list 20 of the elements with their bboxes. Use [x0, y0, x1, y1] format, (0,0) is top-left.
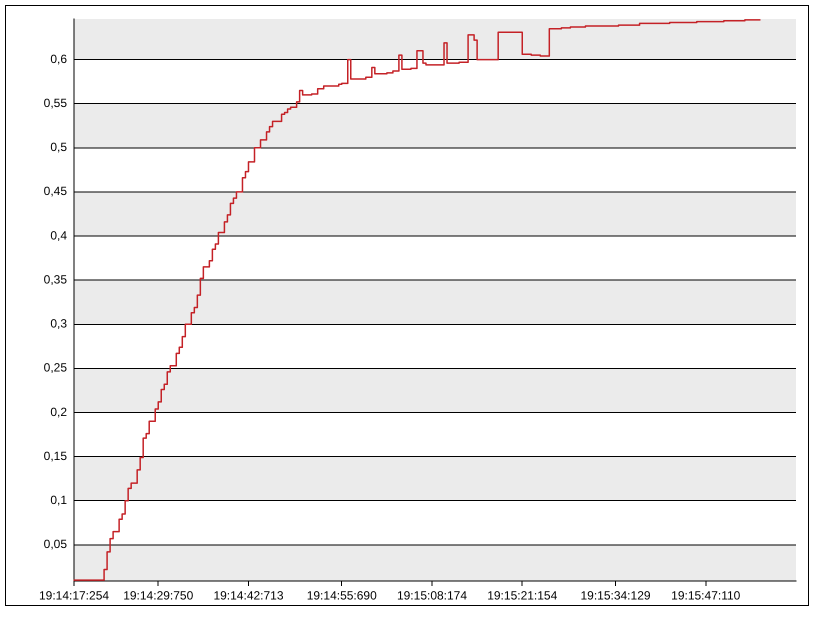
- y-tick-label: 0,4: [50, 228, 68, 242]
- y-tick-label: 0,15: [44, 448, 68, 463]
- y-tick-label: 0,05: [44, 537, 68, 552]
- x-tick-label: 19:14:42:713: [213, 588, 284, 603]
- x-tick-label: 19:14:17:254: [38, 588, 110, 603]
- x-tick-label: 19:14:29:750: [123, 588, 194, 603]
- y-tick-label: 0,3: [50, 316, 68, 331]
- y-tick-label: 0,6: [50, 52, 68, 66]
- y-tick-label: 0,55: [44, 96, 68, 110]
- y-tick-label: 0,25: [44, 360, 68, 375]
- y-tick-label: 0,45: [44, 184, 68, 198]
- x-tick-label: 19:14:55:690: [306, 588, 378, 603]
- x-tick-label: 19:15:34:129: [580, 588, 651, 603]
- x-tick-label: 19:15:21:154: [487, 588, 558, 603]
- x-tick-label: 19:15:47:110: [671, 588, 741, 603]
- x-tick-label: 19:15:08:174: [396, 588, 468, 603]
- y-tick-label: 0,5: [50, 140, 68, 154]
- y-tick-label: 0,2: [50, 404, 68, 419]
- y-tick-label: 0,35: [44, 272, 68, 286]
- y-tick-label: 0,1: [50, 493, 68, 508]
